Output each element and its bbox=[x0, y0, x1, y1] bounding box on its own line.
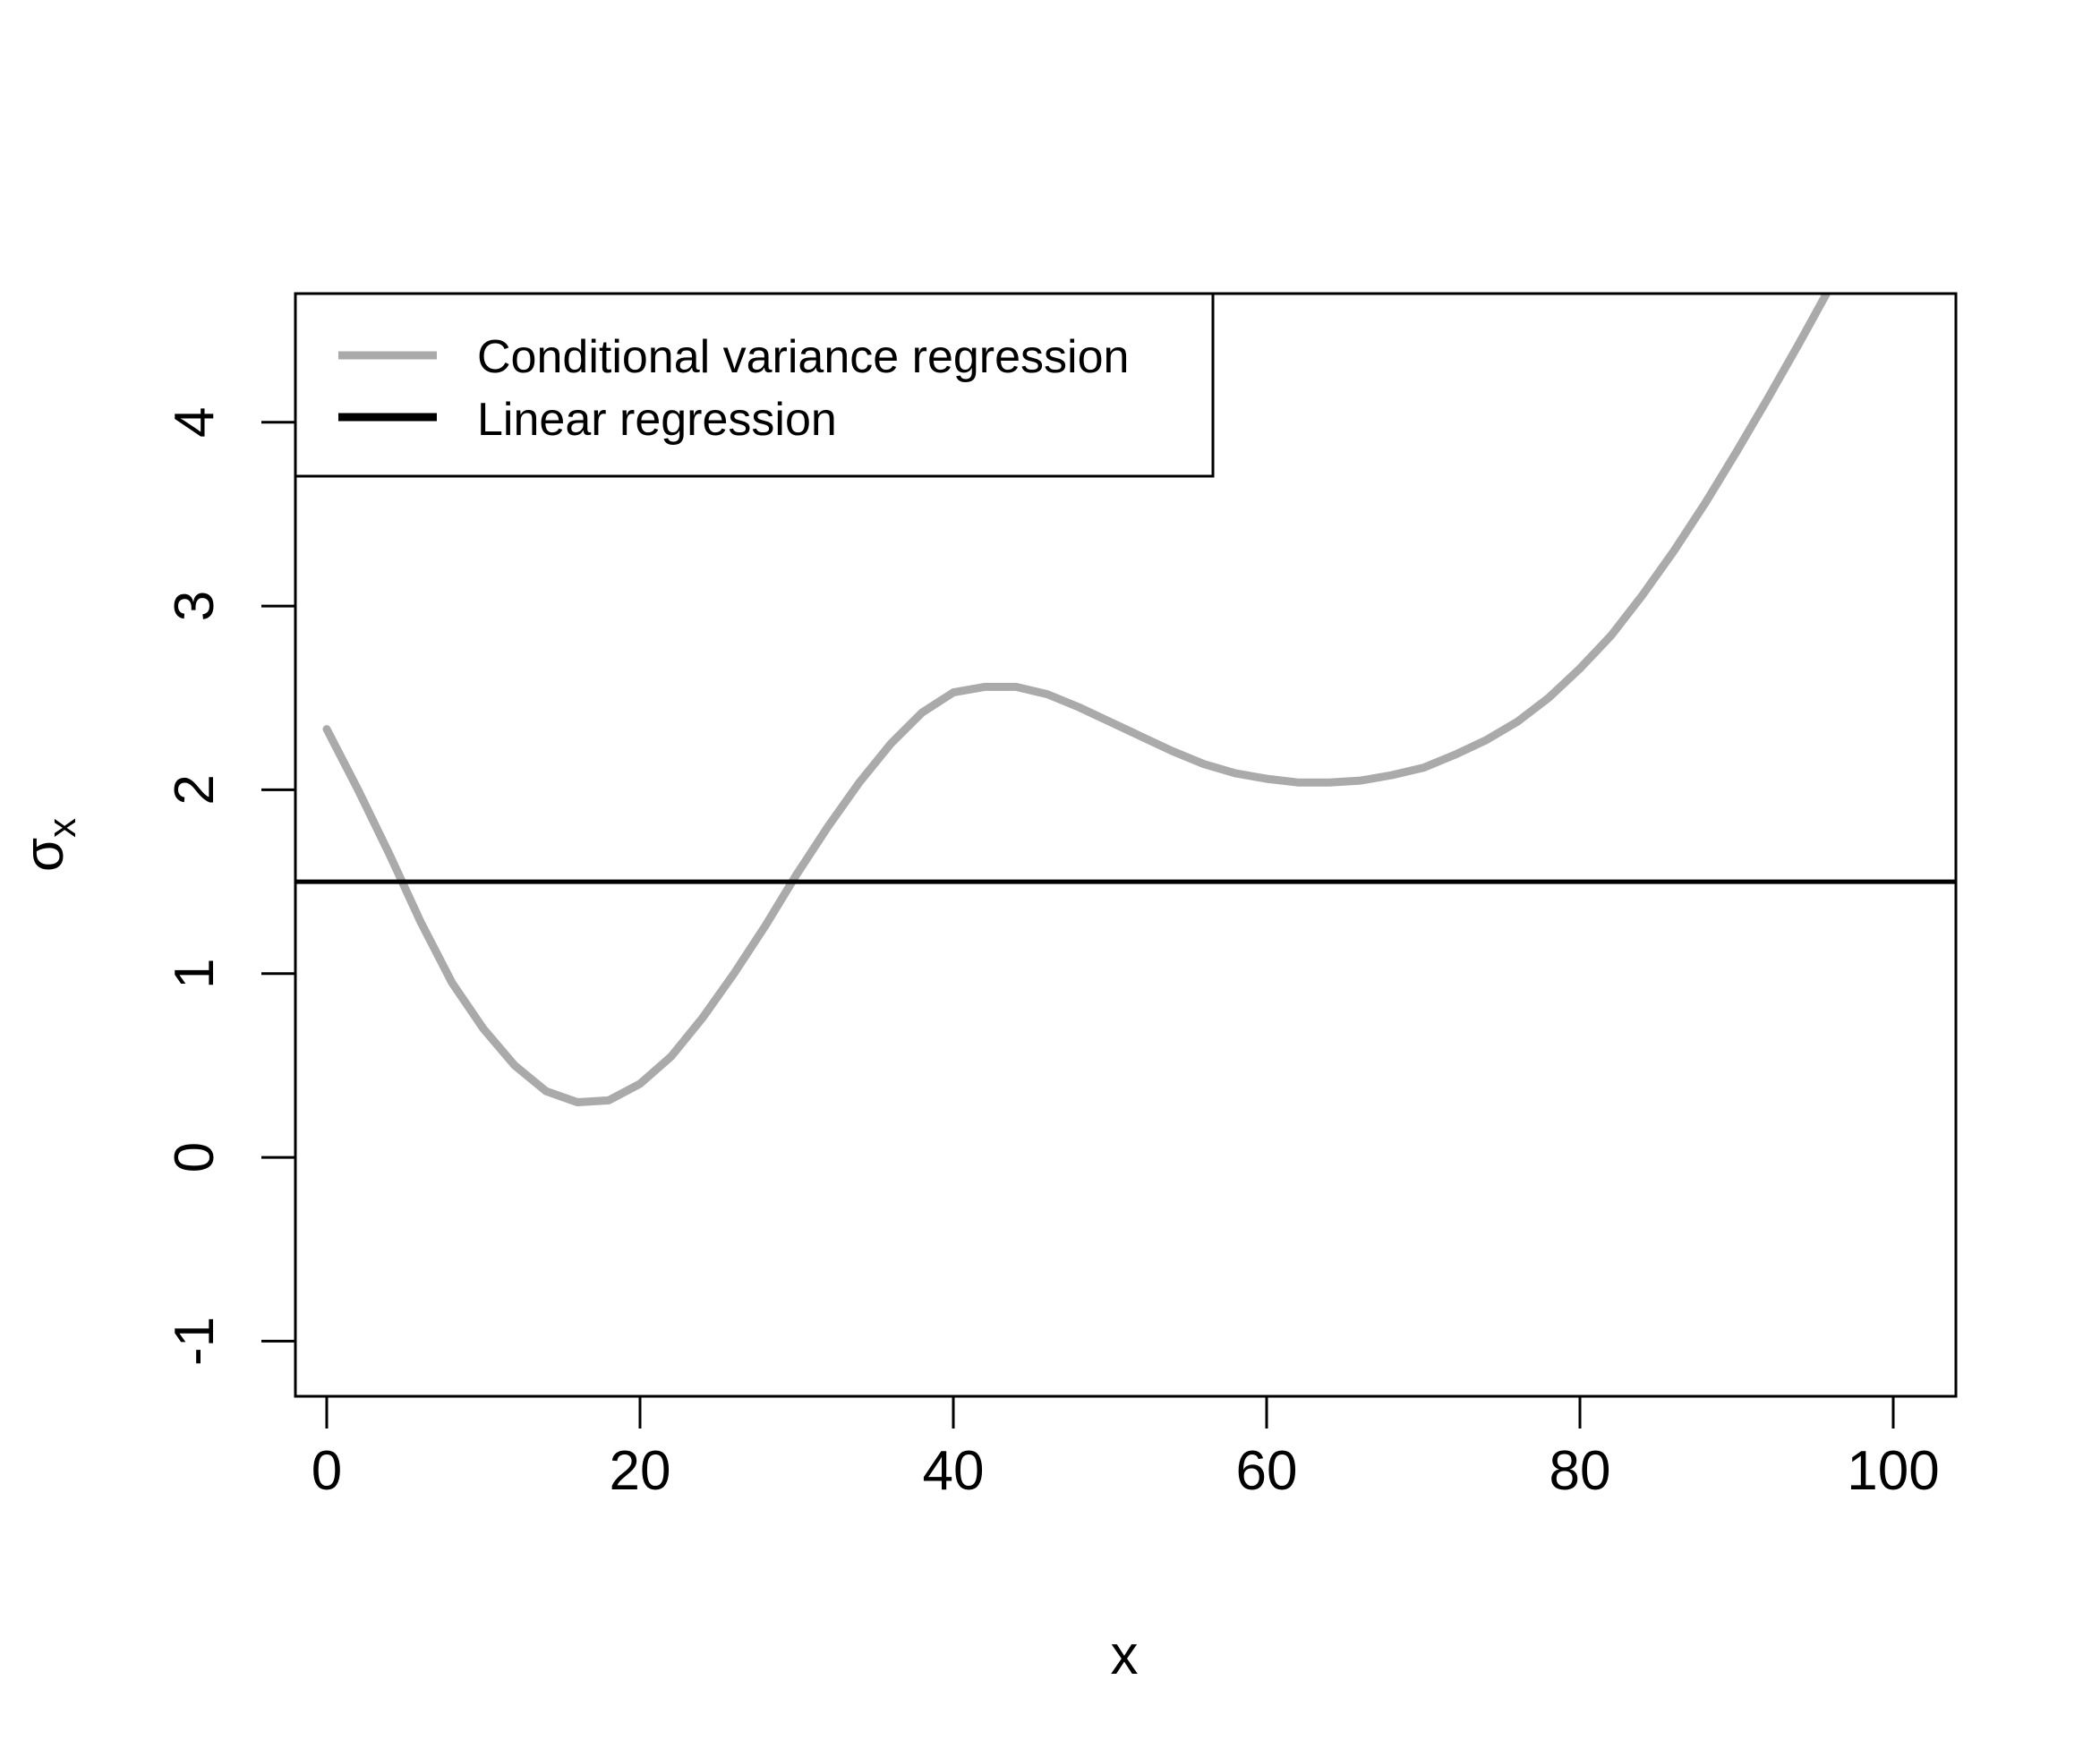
y-axis: -1 0 1 2 3 4 bbox=[164, 406, 297, 1366]
y-tick-label: 2 bbox=[164, 774, 226, 805]
y-axis-title-symbol: σ bbox=[13, 838, 75, 872]
x-axis: 0 20 40 60 80 100 bbox=[312, 1395, 1940, 1502]
y-tick-label: -1 bbox=[164, 1317, 226, 1366]
legend-label-conditional-variance: Conditional variance regression bbox=[477, 331, 1129, 383]
y-axis-title: σx bbox=[13, 818, 84, 872]
x-tick-label: 60 bbox=[1236, 1440, 1298, 1502]
x-tick-label: 20 bbox=[610, 1440, 671, 1502]
legend-label-linear-regression: Linear regression bbox=[477, 394, 837, 446]
legend: Conditional variance regression Linear r… bbox=[294, 292, 1215, 478]
legend-box bbox=[294, 292, 1215, 478]
x-tick-label: 0 bbox=[312, 1440, 342, 1502]
x-tick-label: 100 bbox=[1847, 1440, 1939, 1502]
y-axis-title-subscript: x bbox=[40, 818, 84, 838]
y-tick-label: 0 bbox=[164, 1142, 226, 1173]
y-tick-label: 4 bbox=[164, 406, 226, 437]
x-tick-label: 40 bbox=[923, 1440, 985, 1502]
x-tick-label: 80 bbox=[1549, 1440, 1611, 1502]
y-tick-label: 1 bbox=[164, 958, 226, 988]
series-conditional-variance-line bbox=[322, 294, 1831, 1106]
y-tick-label: 3 bbox=[164, 591, 226, 621]
x-axis-title: x bbox=[1111, 1625, 1139, 1686]
series-layer bbox=[295, 294, 1956, 1106]
